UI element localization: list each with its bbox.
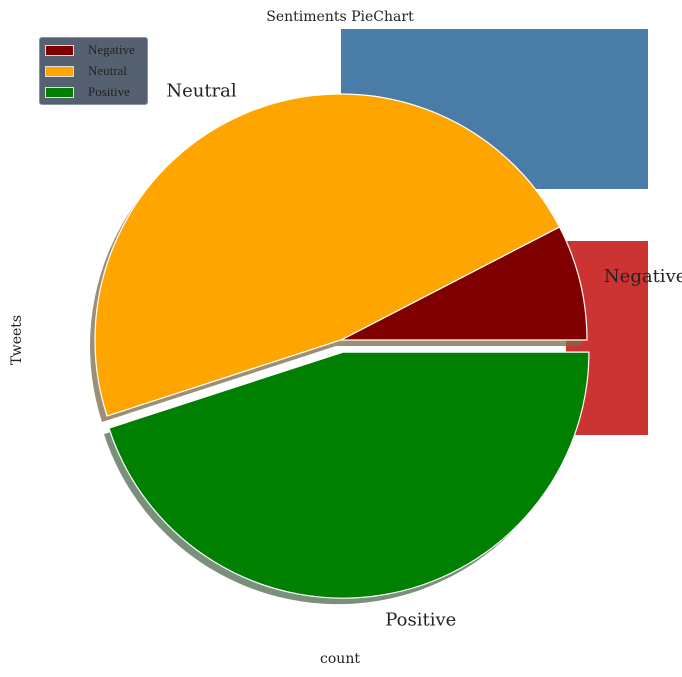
legend-label-neutral: Neutral bbox=[88, 63, 127, 78]
pie-slices bbox=[94, 93, 590, 599]
legend-label-positive: Positive bbox=[88, 84, 130, 99]
slice-negative bbox=[340, 226, 588, 341]
x-axis-label: count bbox=[320, 651, 360, 667]
legend-item-positive: Positive bbox=[45, 84, 130, 100]
slice-positive bbox=[108, 351, 590, 599]
legend-label-negative: Negative bbox=[88, 42, 135, 57]
legend-swatch-neutral bbox=[45, 65, 74, 77]
slice-label-positive: Positive bbox=[385, 609, 456, 630]
slice-label-negative: Negative bbox=[604, 266, 682, 287]
chart-title: Sentiments PieChart bbox=[266, 9, 414, 25]
legend-swatch-negative bbox=[45, 44, 74, 56]
legend: Negative Neutral Positive bbox=[39, 37, 148, 105]
y-axis-label: Tweets bbox=[9, 315, 25, 365]
legend-item-negative: Negative bbox=[45, 42, 135, 58]
slice-neutral bbox=[94, 93, 561, 417]
slice-label-neutral: Neutral bbox=[166, 80, 237, 101]
legend-swatch-positive bbox=[45, 86, 74, 98]
legend-item-neutral: Neutral bbox=[45, 63, 127, 79]
slice-labels: Negative Neutral Positive bbox=[166, 80, 682, 630]
